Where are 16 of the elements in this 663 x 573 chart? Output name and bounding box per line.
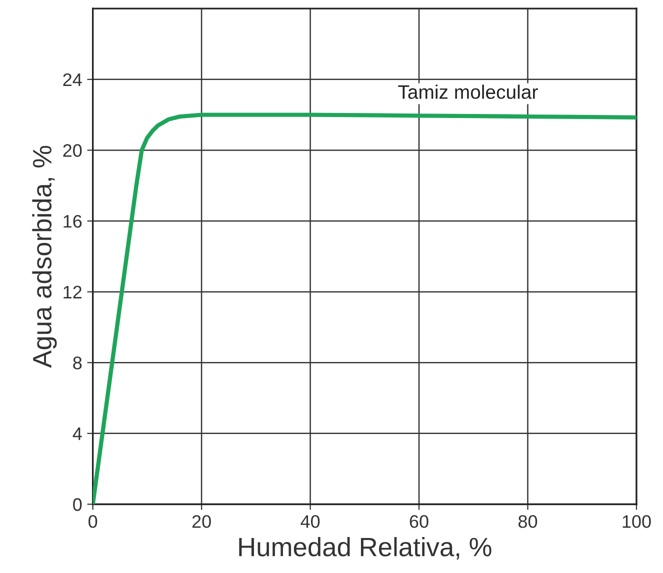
x-tick-label: 60 <box>410 515 428 528</box>
y-tick-label: 4 <box>72 428 82 440</box>
x-tick-label: 40 <box>300 515 320 528</box>
y-tick-label: 24 <box>63 73 82 86</box>
y-tick-label: 8 <box>73 356 82 370</box>
x-tick-label: 100 <box>622 515 651 528</box>
y-tick-label: 20 <box>63 144 82 157</box>
x-tick-label: 80 <box>518 515 538 528</box>
x-tick-label: 0 <box>88 515 98 528</box>
y-tick-label: 12 <box>64 286 82 298</box>
y-axis-title: Agua adsorbida, % <box>32 146 57 368</box>
x-axis-title: Humedad Relativa, % <box>239 537 492 560</box>
y-tick-label: 16 <box>64 214 82 228</box>
annotation: Tamiz molecular <box>398 84 538 99</box>
x-tick-label: 20 <box>192 515 211 528</box>
y-tick-label: 0 <box>73 498 82 511</box>
